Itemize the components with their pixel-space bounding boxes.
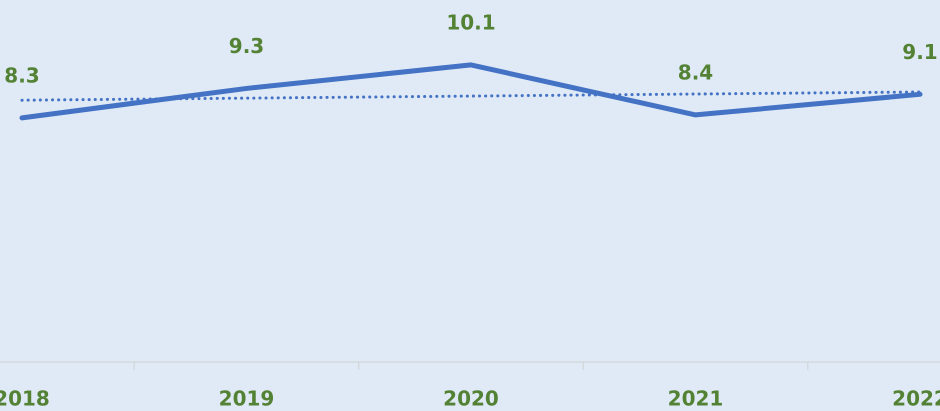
data-label: 8.3 [4,63,39,87]
data-label: 9.1 [902,40,937,64]
data-label: 10.1 [446,10,495,34]
data-label: 9.3 [229,34,264,58]
x-tick-label: 2022 [892,387,940,411]
data-label: 8.4 [678,60,713,84]
x-tick-label: 2020 [443,387,499,411]
x-tick-label: 2021 [668,387,724,411]
x-tick-label: 2018 [0,387,50,411]
line-series [19,62,923,121]
x-tick-label: 2019 [219,387,275,411]
